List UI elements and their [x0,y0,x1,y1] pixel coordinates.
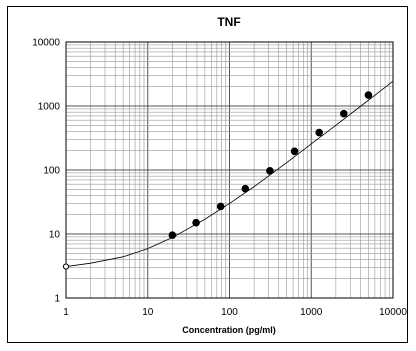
y-tick-label: 10 [49,230,61,241]
data-point [266,167,274,175]
plot-area-border [65,41,394,299]
x-tick-label: 1 [63,307,69,318]
y-tick-label: 10000 [32,38,60,49]
x-axis-title: Concentration (pg/ml) [182,325,276,335]
x-tick-label: 1000 [300,307,323,318]
data-point [290,147,299,156]
data-point [315,128,323,137]
data-point [241,184,250,193]
y-axis-tick-labels: 1 10 100 1000 10000 [32,38,60,305]
x-axis-tick-labels: 1 10 100 1000 10000 [63,307,407,318]
x-tick-label: 100 [221,307,238,318]
y-tick-label: 1000 [38,102,61,113]
open-data-point [62,263,70,270]
data-point [339,109,348,118]
data-point [364,91,373,99]
y-tick-label: 100 [43,166,60,177]
data-point [168,231,177,239]
grid-lines [66,42,393,298]
data-point [216,202,225,211]
fit-curve [65,80,394,267]
x-tick-label: 10 [142,307,154,318]
x-tick-label: 10000 [379,307,407,318]
y-tick-label: 1 [54,294,60,305]
chart-title: TNF [217,15,240,29]
data-points [62,91,373,270]
data-point [192,218,200,227]
chart-frame [7,6,408,343]
